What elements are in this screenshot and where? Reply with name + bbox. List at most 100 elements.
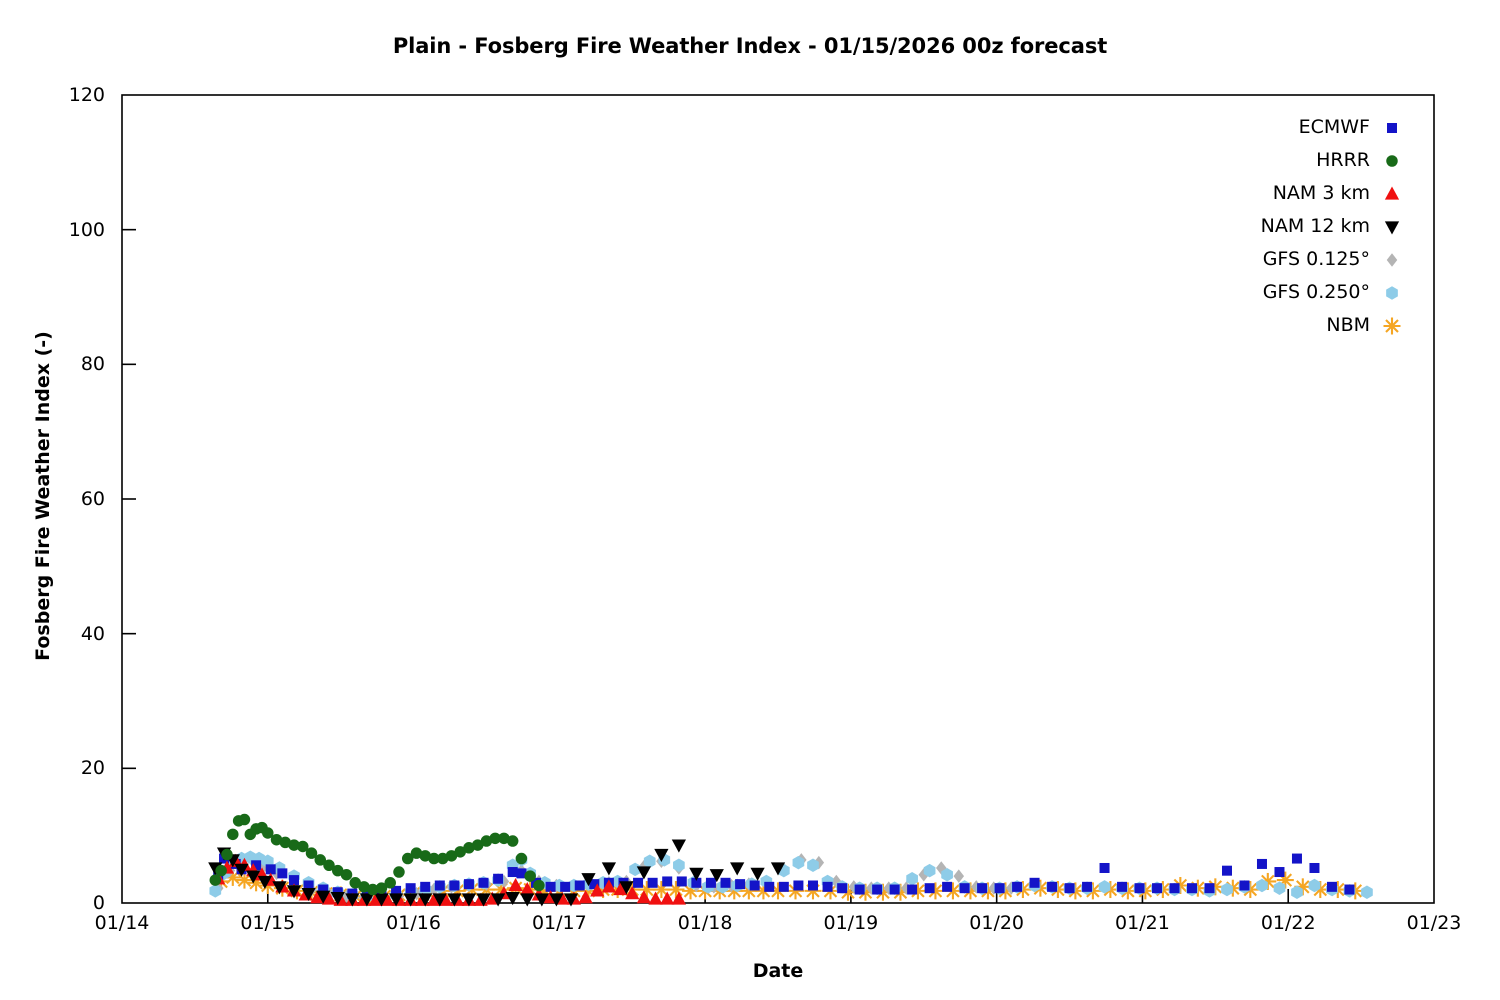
- data-point: [1099, 862, 1110, 873]
- data-point: [323, 859, 335, 872]
- x-tick-label: 01/14: [94, 912, 150, 934]
- data-point: [560, 881, 571, 892]
- data-point: [463, 879, 474, 890]
- data-point: [1082, 881, 1093, 892]
- data-point: [654, 848, 669, 863]
- data-point: [581, 873, 596, 887]
- data-point: [391, 885, 402, 896]
- data-point: [709, 869, 724, 883]
- data-point: [601, 879, 617, 893]
- data-point: [1152, 883, 1163, 894]
- data-point: [625, 886, 640, 900]
- y-tick-label: 80: [80, 353, 105, 376]
- data-point: [977, 883, 988, 894]
- legend-marker-nam-3-km: [1384, 186, 1400, 200]
- data-point: [1047, 881, 1058, 892]
- data-point: [1187, 883, 1198, 894]
- data-point: [349, 877, 361, 889]
- data-point: [648, 891, 663, 905]
- data-point: [906, 872, 918, 886]
- legend-label-nam-3-km: NAM 3 km: [1272, 182, 1370, 204]
- data-point: [619, 881, 634, 895]
- data-point: [636, 866, 652, 880]
- data-point: [942, 881, 953, 892]
- data-point: [1117, 881, 1128, 892]
- data-point: [1064, 883, 1075, 894]
- data-point: [1291, 853, 1302, 864]
- data-point: [209, 884, 222, 898]
- data-point: [447, 893, 462, 907]
- data-point: [1361, 885, 1373, 899]
- data-point: [251, 860, 262, 871]
- data-point: [221, 848, 233, 861]
- data-point: [419, 850, 431, 862]
- series-hrrr: [209, 813, 545, 896]
- legend-label-ecmwf: ECMWF: [1298, 116, 1370, 138]
- data-point: [345, 893, 360, 907]
- data-point: [426, 892, 442, 906]
- data-point: [872, 884, 883, 895]
- data-point: [953, 869, 965, 883]
- data-point: [508, 877, 523, 892]
- data-point: [574, 880, 585, 891]
- data-markers: [208, 813, 1373, 907]
- data-point: [303, 880, 314, 891]
- data-point: [730, 862, 745, 876]
- data-point: [434, 880, 445, 891]
- data-point: [750, 867, 765, 881]
- data-point: [489, 832, 501, 845]
- data-point: [449, 880, 460, 891]
- legend-marker-nbm: [1383, 317, 1401, 335]
- data-point: [1309, 862, 1320, 873]
- data-point: [1326, 881, 1337, 892]
- data-point: [374, 893, 389, 907]
- data-point: [330, 891, 345, 906]
- x-tick-label: 01/18: [677, 912, 733, 934]
- data-point: [288, 839, 300, 851]
- y-tick-label: 20: [80, 757, 105, 780]
- data-point: [405, 883, 416, 894]
- data-point: [889, 884, 900, 895]
- x-tick-label: 01/20: [969, 912, 1025, 934]
- data-point: [505, 891, 520, 906]
- data-point: [941, 867, 953, 882]
- data-point: [359, 893, 375, 907]
- data-point: [1029, 877, 1040, 888]
- data-point: [854, 884, 865, 895]
- data-point: [1291, 885, 1303, 899]
- data-point: [533, 879, 545, 892]
- legend-label-gfs-0-125: GFS 0.125°: [1262, 248, 1370, 270]
- data-point: [265, 864, 276, 875]
- data-point: [493, 873, 504, 884]
- data-point: [305, 847, 318, 859]
- data-point: [1273, 881, 1286, 895]
- data-point: [770, 862, 786, 876]
- data-point: [227, 828, 239, 841]
- data-point: [375, 882, 388, 894]
- data-point: [749, 880, 760, 891]
- data-point: [445, 850, 458, 862]
- data-point: [507, 867, 518, 878]
- legend-markers: [1383, 123, 1401, 335]
- data-point: [506, 835, 519, 847]
- data-point: [516, 868, 527, 879]
- x-tick-label: 01/22: [1260, 912, 1316, 934]
- data-point: [578, 890, 593, 904]
- data-point: [807, 880, 818, 891]
- data-point: [629, 862, 641, 877]
- y-axis-tick-labels: 0 20 40 60 80 100 120: [35, 0, 105, 1000]
- series-nam-12-km: [208, 839, 786, 907]
- legend-label-nam-12-km: NAM 12 km: [1260, 215, 1370, 237]
- data-point: [549, 893, 564, 907]
- data-point: [332, 864, 344, 877]
- data-point: [720, 877, 731, 888]
- data-point: [380, 892, 395, 906]
- data-point: [297, 840, 309, 853]
- data-point: [340, 868, 353, 881]
- data-point: [480, 835, 493, 847]
- data-point: [432, 893, 447, 907]
- data-point: [1169, 883, 1180, 894]
- data-point: [403, 893, 418, 907]
- data-point: [436, 852, 449, 865]
